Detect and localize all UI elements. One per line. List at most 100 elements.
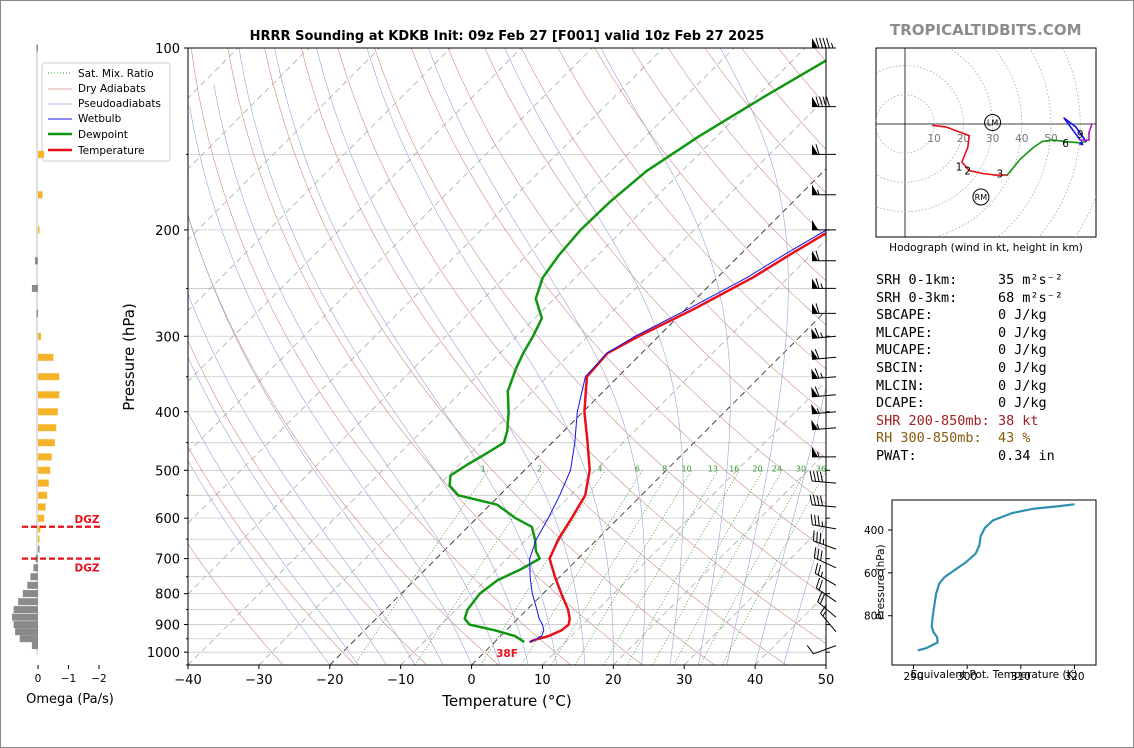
- barb-staff: [814, 572, 837, 586]
- wind-barb: [809, 470, 837, 484]
- wind-barb: [812, 219, 836, 231]
- omega-bar: [30, 573, 38, 581]
- param-value: 0: [998, 395, 1007, 412]
- omega-bar: [38, 453, 52, 461]
- barb-staff: [816, 587, 837, 603]
- legend-box: [41, 62, 171, 162]
- param-label: SBCAPE:: [876, 307, 933, 324]
- barb-staff: [813, 645, 837, 655]
- omega-bar: [38, 408, 58, 416]
- dry-adiabat: [264, 48, 715, 665]
- isotherm-line: [258, 97, 826, 665]
- barb-half: [820, 283, 823, 289]
- barb-full: [809, 494, 813, 506]
- barb-full: [814, 348, 820, 359]
- barb-pennant: [811, 386, 819, 397]
- omega-bar: [18, 598, 38, 606]
- barb-full: [813, 547, 817, 558]
- dry-adiabat: [337, 48, 826, 644]
- wind-barb: [813, 547, 837, 569]
- omega-bar: [38, 439, 55, 447]
- param-value: 43: [998, 430, 1015, 447]
- legend-label: Temperature: [77, 145, 145, 157]
- param-value: 35: [998, 272, 1015, 288]
- barb-pennant: [812, 303, 818, 314]
- omega-x-tick-label: −2: [91, 673, 106, 685]
- barb-full: [820, 550, 823, 561]
- y-tick-label: 600: [155, 512, 180, 527]
- pseudoadiabat: [188, 411, 359, 665]
- param-label: MLCIN:: [876, 377, 925, 394]
- barb-half: [816, 424, 820, 430]
- hodo-segment: [1051, 139, 1067, 143]
- barb-full: [826, 96, 830, 107]
- omega-x-tick-label: 0: [35, 673, 42, 685]
- barb-full: [809, 470, 813, 482]
- x-tick-label: 40: [747, 673, 764, 688]
- barb-full: [817, 591, 823, 602]
- param-unit: J/kg: [1014, 359, 1047, 376]
- dry-adiabat: [227, 48, 643, 665]
- barb-pennant: [811, 419, 819, 430]
- mixing-ratio-label: 10: [682, 465, 692, 474]
- pseudoadiabat: [504, 48, 684, 665]
- mixing-ratio-label: 24: [772, 465, 782, 474]
- pseudoadiabat: [188, 213, 444, 665]
- barb-full: [815, 144, 820, 155]
- barb-full: [819, 471, 824, 483]
- dry-adiabat: [374, 48, 826, 597]
- barb-full: [817, 564, 822, 576]
- param-label: SRH 0-1km:: [876, 272, 958, 288]
- barb-half: [821, 521, 824, 527]
- mixing-ratio-line: [521, 470, 643, 665]
- wind-barb: [810, 514, 837, 530]
- param-row: SRH 0-3km: 68 m²s⁻²: [876, 290, 1106, 308]
- dgz-label: DGZ: [75, 563, 100, 575]
- param-label: SBCIN:: [876, 359, 925, 376]
- barb-half: [817, 189, 820, 195]
- omega-xlabel: Omega (Pa/s): [26, 692, 114, 707]
- thetae-xlabel: Equivalent Pot. Temperature (K): [910, 669, 1077, 681]
- barb-full: [815, 96, 820, 107]
- barb-staff: [812, 524, 837, 530]
- thetae-x-tick-label: 300: [957, 671, 977, 683]
- barb-staff: [820, 612, 837, 633]
- omega-bar: [38, 226, 40, 234]
- x-tick-label: −30: [245, 673, 272, 688]
- barb-full: [817, 515, 820, 527]
- hodo-ring-label: 10: [928, 133, 941, 145]
- param-label: SRH 0-3km:: [876, 289, 958, 306]
- barb-staff: [812, 480, 837, 484]
- hodo-ring-label: 50: [1044, 133, 1057, 145]
- param-unit: J/kg: [1014, 307, 1047, 324]
- barb-full: [815, 303, 820, 314]
- wind-barb: [811, 368, 837, 380]
- hodo-storm-arrow: [1078, 140, 1084, 146]
- omega-bar: [38, 353, 54, 361]
- barb-full: [816, 495, 820, 506]
- brand-watermark: TROPICALTIDBITS.COM: [890, 21, 1082, 39]
- pseudoadiabat: [188, 292, 416, 665]
- pseudoadiabat: [188, 460, 331, 665]
- omega-bar: [38, 525, 41, 533]
- param-unit: in: [1038, 447, 1055, 464]
- mixing-ratio-line: [699, 470, 807, 665]
- barb-full: [814, 563, 819, 574]
- pseudoadiabat: [366, 48, 614, 665]
- skewt-axes: −40 −30 −20 −10 0 10 20 30 40 50 100 200 300 400 500 60…: [147, 37, 837, 688]
- isotherm-line: [400, 239, 826, 665]
- omega-bar: [38, 545, 40, 553]
- isotherm-line: [188, 48, 735, 595]
- dry-adiabat: [557, 48, 826, 370]
- omega-bar: [12, 613, 38, 621]
- wind-barb: [814, 563, 837, 586]
- x-tick-label: 30: [676, 673, 693, 688]
- zero-isotherm: [471, 310, 826, 665]
- thetae-line: [917, 503, 1075, 652]
- hodo-segment: [1088, 123, 1093, 134]
- hodo-ring-label: 20: [957, 133, 970, 145]
- hodo-height-label: 2: [964, 166, 971, 178]
- skewt-profiles: [448, 59, 826, 644]
- barb-staff: [817, 601, 837, 618]
- legend-label: Sat. Mix. Ratio: [78, 68, 154, 80]
